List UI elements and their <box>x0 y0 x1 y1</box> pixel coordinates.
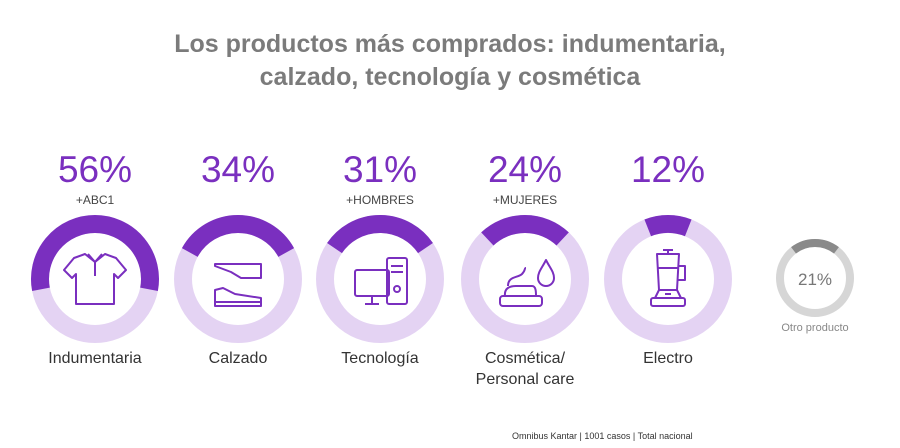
donut-value-arc <box>31 215 159 291</box>
shoes-icon <box>214 263 262 307</box>
donut-indumentaria <box>31 215 159 343</box>
category-label: Cosmética/Personal care <box>450 348 600 390</box>
cream-drop-icon <box>499 259 555 307</box>
title-line-1: Los productos más comprados: indumentari… <box>174 30 726 58</box>
item-electro: 12% Electro <box>593 148 743 369</box>
donut-calzado <box>174 215 302 343</box>
segment-note <box>163 192 313 208</box>
segment-note: +ABC1 <box>75 193 115 207</box>
category-label-line-2: Personal care <box>475 371 575 388</box>
category-label-line-1: Cosmética/ <box>484 350 566 367</box>
percent-value: 56% <box>57 149 133 190</box>
donut-value-arc <box>481 215 569 246</box>
segment-note <box>593 192 743 208</box>
donut-value-arc <box>181 215 295 258</box>
computer-icon <box>354 257 408 305</box>
category-label: Tecnología <box>341 350 419 367</box>
donut-cosmetica <box>461 215 589 343</box>
donut-otro-producto: 21% <box>776 239 854 317</box>
category-label: Calzado <box>208 350 268 367</box>
other-label: Otro producto <box>781 322 849 334</box>
other-donut-value-arc <box>791 239 839 254</box>
segment-note: +MUJERES <box>492 193 558 207</box>
category-label: Indumentaria <box>48 350 142 367</box>
shirt-icon <box>63 253 127 305</box>
item-otro-producto: 21% Otro producto <box>765 236 865 334</box>
donut-value-arc <box>327 215 433 254</box>
item-indumentaria: 56% +ABC1 Indumentaria <box>20 148 170 369</box>
percent-value: 24% <box>487 149 563 190</box>
item-calzado: 34% Calzado <box>163 148 313 369</box>
percent-value: 31% <box>342 149 418 190</box>
page-title: Los productos más comprados: indumentari… <box>0 28 900 94</box>
category-label: Electro <box>643 350 693 367</box>
donut-tecnologia <box>316 215 444 343</box>
item-cosmetica: 24% +MUJERES Cosmética/Personal care <box>450 148 600 390</box>
percent-value: 12% <box>630 149 706 190</box>
blender-icon <box>650 249 686 307</box>
other-percent-value: 21% <box>798 270 832 289</box>
donut-value-track <box>461 215 589 343</box>
percent-value: 34% <box>200 149 276 190</box>
item-tecnologia: 31% +HOMBRES Tecnología <box>305 148 455 369</box>
donut-electro <box>604 215 732 343</box>
title-line-2: calzado, tecnología y cosmética <box>259 63 641 91</box>
donut-value-track <box>604 215 732 343</box>
source-note: Omnibus Kantar | 1001 casos | Total naci… <box>512 431 693 441</box>
donut-value-arc <box>644 215 692 237</box>
segment-note: +HOMBRES <box>346 193 414 207</box>
